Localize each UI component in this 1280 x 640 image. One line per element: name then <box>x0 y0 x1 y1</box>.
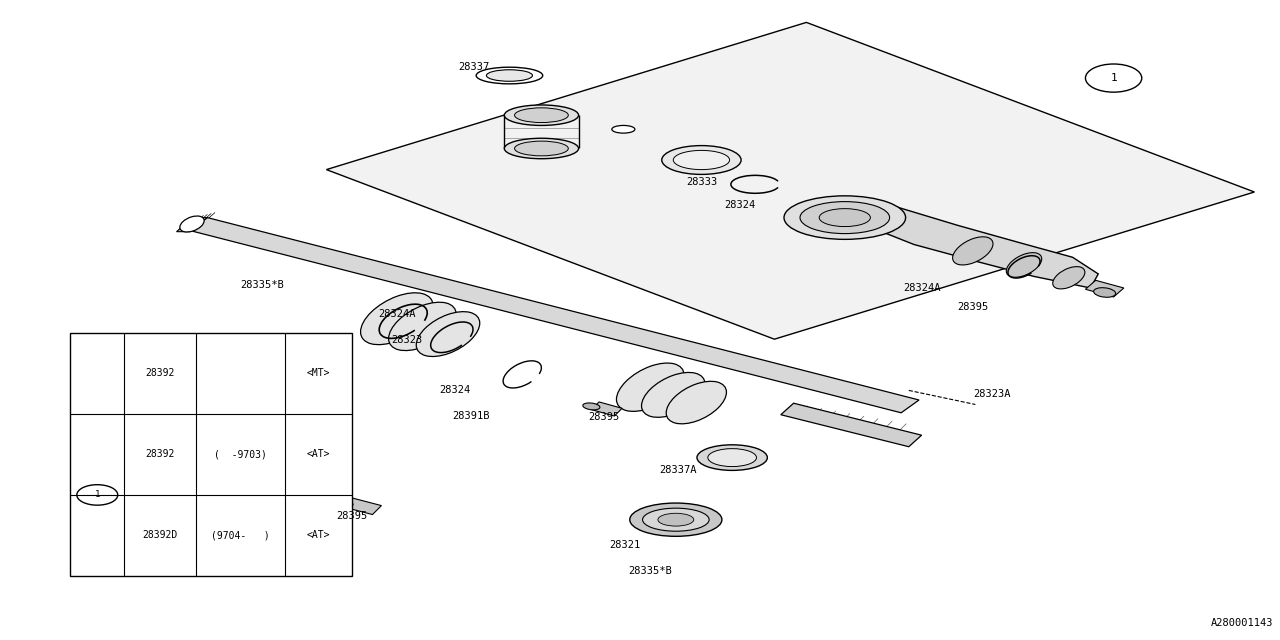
Text: <MT>: <MT> <box>307 369 330 378</box>
Ellipse shape <box>504 138 579 159</box>
Ellipse shape <box>1006 253 1042 277</box>
Text: 28333: 28333 <box>686 177 717 188</box>
Text: 28391B: 28391B <box>452 411 490 421</box>
Text: 28324: 28324 <box>724 200 755 210</box>
Ellipse shape <box>515 108 568 123</box>
Text: <AT>: <AT> <box>307 449 330 460</box>
Text: 28324A: 28324A <box>378 308 416 319</box>
Ellipse shape <box>515 141 568 156</box>
Text: (9704-   ): (9704- ) <box>211 531 270 540</box>
Ellipse shape <box>416 312 480 356</box>
Ellipse shape <box>361 292 433 345</box>
Ellipse shape <box>582 403 600 410</box>
Text: 28392: 28392 <box>146 449 174 460</box>
Ellipse shape <box>486 70 532 81</box>
Text: 28323A: 28323A <box>973 388 1011 399</box>
Polygon shape <box>870 205 1098 288</box>
Ellipse shape <box>333 500 353 508</box>
Text: 1: 1 <box>95 490 100 499</box>
Text: 28324A: 28324A <box>902 283 941 293</box>
Ellipse shape <box>504 105 579 125</box>
Polygon shape <box>591 402 622 416</box>
Text: 28395: 28395 <box>957 302 988 312</box>
Ellipse shape <box>1093 288 1116 297</box>
Text: 28392: 28392 <box>146 369 174 378</box>
Ellipse shape <box>800 202 890 234</box>
Ellipse shape <box>819 209 870 227</box>
Text: 28392D: 28392D <box>142 531 178 540</box>
Text: 28323: 28323 <box>392 335 422 346</box>
Ellipse shape <box>389 302 456 351</box>
Polygon shape <box>326 22 1254 339</box>
Ellipse shape <box>476 67 543 84</box>
Text: A280001143: A280001143 <box>1211 618 1274 628</box>
Ellipse shape <box>673 150 730 170</box>
Text: 28321: 28321 <box>609 540 640 550</box>
Text: 28337: 28337 <box>458 62 489 72</box>
Text: <AT>: <AT> <box>307 531 330 540</box>
Polygon shape <box>189 218 919 413</box>
Ellipse shape <box>641 372 705 417</box>
Ellipse shape <box>630 503 722 536</box>
Ellipse shape <box>617 363 684 412</box>
Ellipse shape <box>696 445 768 470</box>
Ellipse shape <box>783 196 906 239</box>
Ellipse shape <box>662 145 741 174</box>
Ellipse shape <box>952 237 993 265</box>
Ellipse shape <box>180 216 204 232</box>
Ellipse shape <box>708 449 756 467</box>
Polygon shape <box>1085 280 1124 297</box>
Text: 28337A: 28337A <box>659 465 698 476</box>
Polygon shape <box>177 218 207 232</box>
Text: 28395: 28395 <box>337 511 367 522</box>
Ellipse shape <box>658 513 694 526</box>
Polygon shape <box>343 498 381 515</box>
Polygon shape <box>781 403 922 447</box>
Text: 28395: 28395 <box>589 412 620 422</box>
Ellipse shape <box>1052 267 1085 289</box>
Text: 1: 1 <box>1110 73 1117 83</box>
Ellipse shape <box>612 125 635 133</box>
Text: 28324: 28324 <box>439 385 470 396</box>
Text: 28335*B: 28335*B <box>628 566 672 576</box>
Text: 28335*B: 28335*B <box>241 280 284 290</box>
Ellipse shape <box>666 381 727 424</box>
Bar <box>70 333 352 576</box>
Ellipse shape <box>643 508 709 531</box>
Text: (  -9703): ( -9703) <box>214 449 268 460</box>
